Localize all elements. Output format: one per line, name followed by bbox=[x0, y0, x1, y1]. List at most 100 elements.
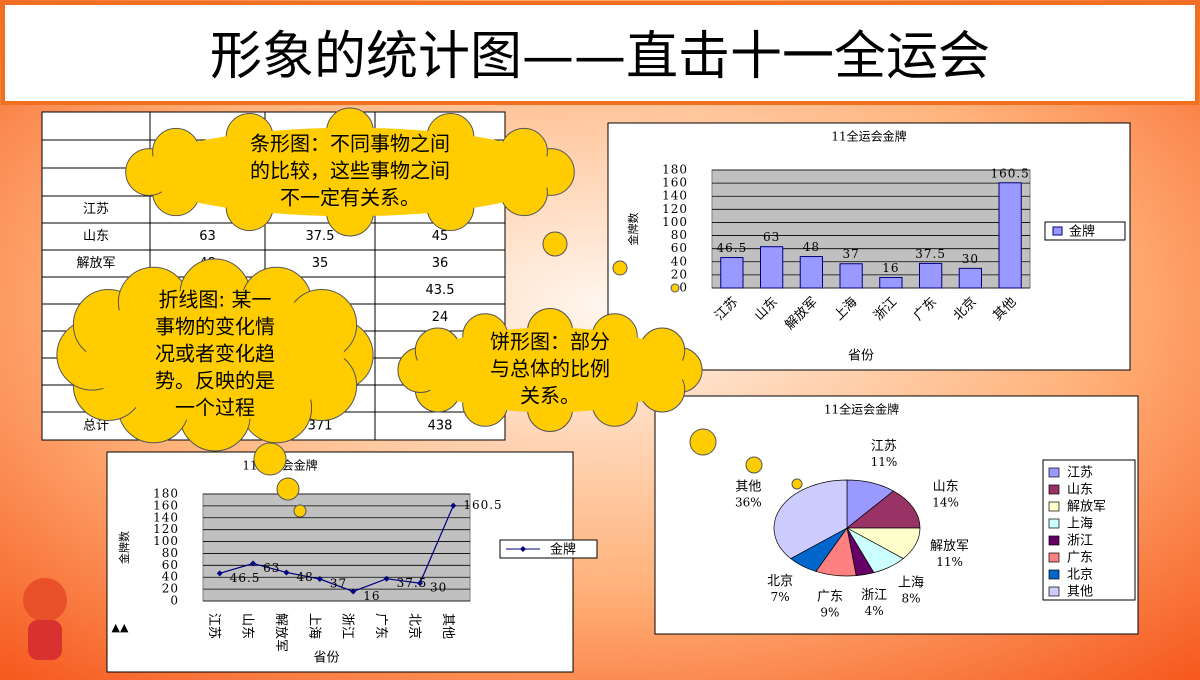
legend-box bbox=[1044, 221, 1126, 241]
marker bbox=[250, 560, 257, 567]
cloud-bubble bbox=[542, 231, 568, 257]
legend-label: 浙江 bbox=[1067, 534, 1093, 549]
table-cell: 36 bbox=[432, 256, 449, 271]
marker bbox=[350, 588, 357, 595]
y-tick-label: 20 bbox=[162, 582, 179, 596]
legend-swatch bbox=[520, 546, 526, 552]
data-label: 63 bbox=[263, 561, 280, 575]
bar bbox=[759, 246, 784, 289]
cloud-bubble bbox=[689, 428, 717, 456]
data-label: 46.5 bbox=[230, 571, 261, 585]
x-axis-label: 省份 bbox=[848, 349, 874, 364]
chart-title: 11全运会金牌 bbox=[831, 129, 906, 144]
pie-slice bbox=[773, 479, 848, 560]
table-cell: 371 bbox=[308, 419, 333, 434]
pie-slice bbox=[845, 490, 921, 529]
bar bbox=[998, 182, 1022, 289]
y-tick-label: 80 bbox=[671, 228, 688, 242]
series-line bbox=[219, 505, 454, 593]
cloud-body bbox=[139, 127, 561, 217]
legend-swatch bbox=[1052, 226, 1063, 236]
bar bbox=[958, 267, 983, 289]
data-label: 37 bbox=[842, 247, 859, 261]
marker bbox=[383, 575, 390, 582]
y-axis-label: 金牌数 bbox=[626, 213, 640, 246]
cloud-body bbox=[414, 327, 686, 413]
callout-text: 一个过程 bbox=[175, 396, 255, 420]
table-cell: 43.5 bbox=[426, 283, 455, 298]
data-label: 160.5 bbox=[990, 166, 1029, 180]
mascot: ▲▲ bbox=[23, 578, 129, 660]
table-cell: 山东 bbox=[83, 229, 109, 244]
data-label: 48 bbox=[296, 570, 313, 584]
legend-swatch bbox=[1048, 586, 1060, 597]
legend-label: 广东 bbox=[1067, 551, 1093, 566]
pie-category-label: 江苏 bbox=[871, 438, 897, 454]
data-label: 16 bbox=[882, 261, 899, 275]
callout-text: 饼形图：部分 bbox=[490, 330, 610, 354]
legend-label: 解放军 bbox=[1067, 500, 1106, 515]
callout-text: 折线图: 某一 bbox=[158, 288, 271, 312]
y-tick-label: 40 bbox=[671, 254, 688, 268]
table-cell: 45 bbox=[432, 229, 449, 244]
x-axis-label: 省份 bbox=[313, 651, 339, 666]
bar bbox=[918, 262, 943, 289]
cloud-bubble bbox=[612, 260, 628, 276]
data-label: 37 bbox=[330, 577, 347, 591]
bar bbox=[879, 277, 903, 289]
cloud-bubble bbox=[791, 478, 803, 490]
pie-value-label: 9% bbox=[820, 606, 839, 620]
data-label: 16 bbox=[363, 589, 380, 603]
pie-category-label: 山东 bbox=[933, 479, 959, 494]
x-tick-label: 广东 bbox=[373, 613, 388, 639]
data-label: 46.5 bbox=[717, 241, 748, 255]
y-tick-label: 160 bbox=[153, 498, 179, 512]
marker bbox=[216, 570, 223, 577]
pie-category-label: 其他 bbox=[735, 479, 761, 494]
y-tick-label: 40 bbox=[162, 570, 179, 584]
y-tick-label: 60 bbox=[671, 241, 688, 255]
legend-label: 江苏 bbox=[1067, 465, 1093, 481]
data-label: 37.5 bbox=[397, 576, 428, 590]
legend-box bbox=[499, 539, 598, 559]
marker bbox=[416, 580, 423, 587]
y-tick-label: 60 bbox=[162, 558, 179, 572]
y-tick-label: 160 bbox=[662, 176, 688, 190]
pie-category-label: 广东 bbox=[817, 590, 843, 605]
x-tick-label: 上海 bbox=[306, 613, 321, 639]
y-axis-label: 金牌数 bbox=[117, 531, 131, 564]
pie-category-label: 北京 bbox=[767, 574, 793, 589]
marker bbox=[283, 569, 290, 576]
legend-label: 其他 bbox=[1067, 585, 1093, 600]
cloud-bubble bbox=[293, 504, 307, 518]
data-label: 30 bbox=[430, 581, 447, 595]
y-tick-label: 120 bbox=[153, 522, 179, 536]
pie-value-label: 14% bbox=[932, 495, 959, 509]
plot-area bbox=[202, 493, 471, 602]
mascot-logo: ▲▲ bbox=[112, 621, 129, 634]
table-cell: 63 bbox=[199, 229, 216, 244]
legend-swatch bbox=[1048, 518, 1060, 529]
table-cell: 总计 bbox=[83, 419, 109, 434]
pie-value-label: 7% bbox=[771, 590, 790, 604]
mascot-head bbox=[23, 578, 67, 622]
callout-text: 事物的变化情 bbox=[155, 315, 275, 339]
y-tick-label: 140 bbox=[662, 189, 688, 203]
y-tick-label: 120 bbox=[662, 202, 688, 216]
cloud-bubble bbox=[276, 477, 300, 501]
chart-title: 11全运会金牌 bbox=[824, 402, 899, 417]
callout-text: 况或者变化趋 bbox=[155, 342, 275, 366]
x-tick-label: 其他 bbox=[440, 613, 455, 639]
pie-value-label: 11% bbox=[871, 455, 898, 469]
pie-category-label: 解放军 bbox=[930, 539, 969, 554]
marker bbox=[450, 502, 457, 509]
data-label: 37.5 bbox=[915, 247, 946, 261]
cloud-bubble bbox=[670, 283, 680, 293]
pie-value-label: 36% bbox=[735, 495, 762, 509]
title-box bbox=[1, 1, 1199, 105]
pie-category-label: 浙江 bbox=[861, 588, 887, 603]
table-cell: 24 bbox=[432, 310, 449, 325]
legend-label: 金牌 bbox=[1069, 224, 1095, 240]
